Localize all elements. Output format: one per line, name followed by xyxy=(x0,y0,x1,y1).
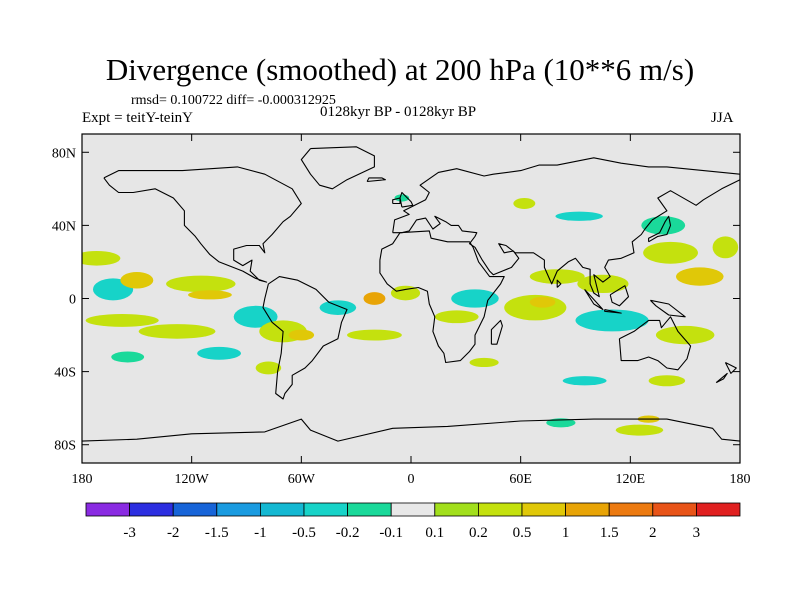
coastline-7 xyxy=(490,319,503,345)
colorbar-swatch-14 xyxy=(696,502,741,517)
field-patch-2 xyxy=(120,271,154,289)
field-patch-11 xyxy=(347,329,402,341)
field-patch-33 xyxy=(648,375,686,387)
colorbar-swatch-8 xyxy=(434,502,479,517)
field-patch-10 xyxy=(319,300,357,315)
coastline-4 xyxy=(379,230,505,364)
field-patch-28 xyxy=(197,346,242,360)
coastline-14 xyxy=(650,299,686,318)
stats-line: rmsd= 0.100722 diff= -0.000312925 xyxy=(131,93,336,108)
field-patch-32 xyxy=(562,376,607,386)
colorbar-swatch-0 xyxy=(85,502,130,517)
period-label: 0128kyr BP - 0128kyr BP xyxy=(320,104,477,120)
field-patch-35 xyxy=(615,424,664,436)
colorbar-label-4: -0.5 xyxy=(292,525,316,541)
colorbar-swatch-1 xyxy=(129,502,174,517)
colorbar-swatch-2 xyxy=(172,502,218,517)
field-patch-6 xyxy=(188,290,232,300)
lon-tick-label-2: 60W xyxy=(288,472,316,487)
field-patch-17 xyxy=(529,296,556,308)
lon-tick-label-3: 0 xyxy=(408,472,415,487)
field-patch-23 xyxy=(643,241,698,264)
map-title: Divergence (smoothed) at 200 hPa (10**6 … xyxy=(105,52,695,87)
colorbar: -3 -2 -1.5 -1 -0.5 -0.2 -0.1 0.1 0.2 0.5 1 1.5 2 3 xyxy=(85,502,741,541)
lat-tick-label-0: 80N xyxy=(52,146,76,161)
colorbar-label-8: 0.2 xyxy=(469,525,488,541)
coastline-13 xyxy=(609,285,630,307)
colorbar-swatch-9 xyxy=(477,502,523,517)
coastline-6 xyxy=(82,418,740,442)
coastline-1 xyxy=(300,146,375,190)
colorbar-swatch-4 xyxy=(259,502,305,517)
lat-tick-label-1: 40N xyxy=(52,219,76,234)
coastline-15 xyxy=(724,362,737,374)
field-patch-20 xyxy=(575,309,649,332)
field-patch-5 xyxy=(166,275,236,293)
colorbar-swatch-12 xyxy=(608,502,654,517)
colorbar-label-10: 1 xyxy=(562,525,570,541)
colorbar-label-3: -1 xyxy=(254,525,267,541)
field-patch-25 xyxy=(712,236,739,259)
colorbar-label-2: -1.5 xyxy=(205,525,229,541)
colorbar-swatch-5 xyxy=(303,502,348,517)
coastline-9 xyxy=(392,197,401,205)
field-patch-0 xyxy=(82,250,121,266)
lon-tick-label-4: 60E xyxy=(509,472,532,487)
colorbar-swatch-13 xyxy=(652,502,697,517)
field-patch-27 xyxy=(513,197,536,209)
lon-tick-label-1: 120W xyxy=(175,472,210,487)
field-patch-31 xyxy=(469,357,499,368)
colorbar-swatch-6 xyxy=(347,502,392,517)
coastline-0 xyxy=(103,166,302,283)
lat-tick-label-4: 80S xyxy=(54,439,76,454)
coastline-18 xyxy=(556,279,562,288)
lon-tick-label-0: 180 xyxy=(72,472,93,487)
colorbar-swatch-11 xyxy=(565,502,610,517)
colorbar-label-5: -0.2 xyxy=(336,525,360,541)
field-patch-9 xyxy=(288,329,315,341)
coastline-10 xyxy=(648,215,672,243)
colorbar-swatch-10 xyxy=(521,502,566,517)
lon-tick-label-6: 180 xyxy=(730,472,751,487)
colorbar-swatch-3 xyxy=(216,502,261,517)
coastlines xyxy=(82,146,740,442)
colorbar-label-1: -2 xyxy=(167,525,180,541)
colorbar-label-11: 1.5 xyxy=(600,525,619,541)
colorbar-label-13: 3 xyxy=(693,525,701,541)
coastline-12 xyxy=(604,308,622,314)
lat-tick-label-3: 40S xyxy=(54,366,76,381)
coastline-3 xyxy=(392,157,740,298)
coastline-17 xyxy=(366,177,386,183)
lat-tick-label-2: 0 xyxy=(69,293,76,308)
field-patch-14 xyxy=(434,310,479,324)
coastline-16 xyxy=(715,372,728,384)
field-patch-7 xyxy=(233,305,278,328)
field-patch-22 xyxy=(676,267,724,286)
colorbar-swatch-7 xyxy=(390,502,436,517)
field-patch-4 xyxy=(138,324,216,339)
season-label: JJA xyxy=(711,110,734,126)
colorbar-label-9: 0.5 xyxy=(513,525,532,541)
coastline-5 xyxy=(618,316,692,371)
field-patch-15 xyxy=(451,289,499,308)
colorbar-label-6: -0.1 xyxy=(379,525,403,541)
field-patch-21 xyxy=(655,325,715,345)
colorbar-label-0: -3 xyxy=(123,525,136,541)
axis-ticks xyxy=(81,134,741,463)
field-patch-26 xyxy=(555,211,603,221)
experiment-label: Expt = teitY-teinY xyxy=(82,110,193,126)
coastline-11 xyxy=(584,289,604,311)
colorbar-label-12: 2 xyxy=(649,525,657,541)
colorbar-label-7: 0.1 xyxy=(425,525,444,541)
coastline-2 xyxy=(262,276,348,400)
field-patch-3 xyxy=(85,314,159,327)
field-patch-30 xyxy=(111,351,145,363)
field-patch-12 xyxy=(363,292,386,305)
field-patch-13 xyxy=(390,285,421,301)
field-patch-18 xyxy=(529,269,585,284)
field-patch-29 xyxy=(255,361,282,375)
lon-tick-label-5: 120E xyxy=(616,472,646,487)
